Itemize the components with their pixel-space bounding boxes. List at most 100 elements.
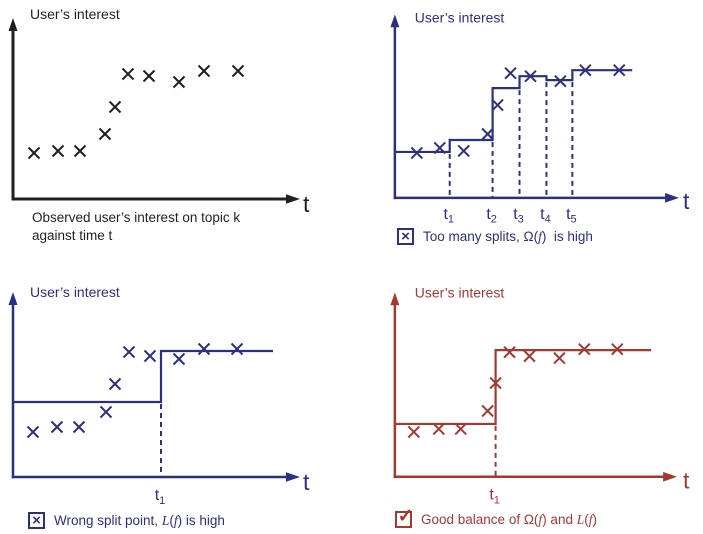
cross-marker xyxy=(489,376,502,390)
caption-fragment: Observed user’s interest on topic k agai… xyxy=(32,210,241,243)
x-axis-label: t xyxy=(683,468,690,494)
split-tick-label: t1 xyxy=(155,487,166,507)
cross-marker xyxy=(121,67,135,81)
caption-fragment: ) is high xyxy=(177,512,225,528)
cross-marker xyxy=(73,144,87,158)
caption-text: Wrong split point, L(f) is high xyxy=(54,513,225,529)
y-axis-arrow xyxy=(8,292,18,305)
cross-marker xyxy=(122,345,136,359)
panel-observed-data: User’s interest t Observed user’s interes… xyxy=(0,0,352,267)
cross-marker xyxy=(611,342,624,356)
check-box-icon: ✓ xyxy=(395,507,413,528)
cross-marker xyxy=(433,141,446,155)
cross-marker xyxy=(108,377,122,391)
y-axis-arrow xyxy=(390,14,400,28)
split-tick-label: t2 xyxy=(486,206,497,226)
x-box-icon: × xyxy=(28,512,45,529)
panel-too-many-splits: t1 t2 t3 t4 t5 User’s interest t × Too many sp… xyxy=(352,0,703,267)
cross-marker xyxy=(578,342,591,356)
x-axis-label: t xyxy=(683,188,690,214)
cross-marker xyxy=(410,146,424,160)
cross-marker xyxy=(172,352,186,366)
cross-marker xyxy=(231,64,245,78)
good-balance-chart: t1 User’s interest t xyxy=(390,284,690,507)
y-axis-arrow xyxy=(8,18,18,31)
cross-marker xyxy=(579,63,592,77)
cross-marker xyxy=(481,404,494,418)
cross-marker xyxy=(197,64,211,78)
caption-fragment: ) and xyxy=(542,511,577,527)
caption-text: Too many splits, Ω(f) is high xyxy=(423,229,593,245)
caption-fragment: ) xyxy=(592,511,598,527)
cross-marker xyxy=(454,422,467,436)
split-tick-label: t5 xyxy=(566,206,577,226)
math-symbol: f xyxy=(588,511,593,527)
cross-marker xyxy=(553,351,566,365)
cross-marker xyxy=(613,63,626,77)
panel-wrong-split-point: t1 User’s interest t × Wrong split point, … xyxy=(0,267,352,534)
cross-marker xyxy=(481,127,494,141)
math-symbol: f xyxy=(538,511,543,527)
data-points xyxy=(410,63,626,160)
y-axis-label: User’s interest xyxy=(30,284,120,300)
split-guides xyxy=(448,82,574,197)
caption-text: Good balance of Ω(f) and L(f) xyxy=(421,512,597,528)
axes xyxy=(390,292,678,482)
cross-marker xyxy=(491,98,504,112)
data-points xyxy=(27,64,245,160)
step-function-line xyxy=(13,349,273,404)
axes xyxy=(390,14,680,203)
cross-marker xyxy=(457,144,470,158)
too-many-splits-chart: t1 t2 t3 t4 t5 User’s interest t xyxy=(390,9,690,226)
caption-fragment: ( xyxy=(584,511,589,527)
wrong-split-chart: t1 User’s interest t xyxy=(8,284,310,507)
cross-marker xyxy=(99,405,113,419)
axes xyxy=(8,292,300,482)
y-axis-arrow xyxy=(390,292,400,306)
y-axis-label: User’s interest xyxy=(30,6,120,22)
x-axis-arrow xyxy=(286,472,300,482)
cross-marker xyxy=(554,74,567,88)
math-symbol: f xyxy=(538,228,542,244)
caption-fragment: Too many splits, Ω( xyxy=(423,228,539,244)
caption-fragment: ) is high xyxy=(541,228,593,244)
cross-marker xyxy=(504,66,517,80)
x-axis-label: t xyxy=(303,191,310,217)
caption-observed: Observed user’s interest on topic k agai… xyxy=(32,209,240,244)
step-function-line xyxy=(394,69,633,154)
cross-marker xyxy=(72,420,86,434)
axes xyxy=(8,18,300,204)
caption-fragment: Good balance of Ω( xyxy=(421,511,539,527)
cross-marker xyxy=(197,342,211,356)
split-tick-label: t1 xyxy=(443,206,454,226)
math-symbol: f xyxy=(173,512,178,528)
caption-fragment: Wrong split point, xyxy=(54,512,162,528)
cross-marker xyxy=(503,345,516,359)
data-points xyxy=(26,342,244,439)
cross-marker xyxy=(26,425,40,439)
cross-marker xyxy=(407,425,421,439)
cross-marker xyxy=(98,127,112,141)
split-tick-label: t4 xyxy=(540,206,551,226)
cross-marker xyxy=(51,144,65,158)
observed-scatter-chart: User’s interest t xyxy=(8,6,310,217)
split-tick-label: t1 xyxy=(489,487,500,507)
cross-marker xyxy=(524,69,537,83)
math-symbol: L xyxy=(161,512,170,528)
y-axis-label: User’s interest xyxy=(415,9,505,25)
caption-good-balance: ✓ Good balance of Ω(f) and L(f) xyxy=(395,507,597,528)
cross-marker xyxy=(27,146,41,160)
cross-marker xyxy=(143,349,157,363)
step-function-line xyxy=(394,349,652,426)
cross-marker xyxy=(108,100,122,114)
split-tick-label: t3 xyxy=(513,206,524,226)
cross-marker xyxy=(432,422,445,436)
x-axis-arrow xyxy=(663,471,678,482)
x-axis-arrow xyxy=(665,193,680,203)
data-points xyxy=(407,342,624,439)
x-box-icon: × xyxy=(397,228,414,245)
cross-marker xyxy=(142,69,156,83)
caption-fragment: ( xyxy=(169,512,174,528)
cross-marker xyxy=(172,75,186,89)
caption-wrong-split: × Wrong split point, L(f) is high xyxy=(28,512,225,529)
